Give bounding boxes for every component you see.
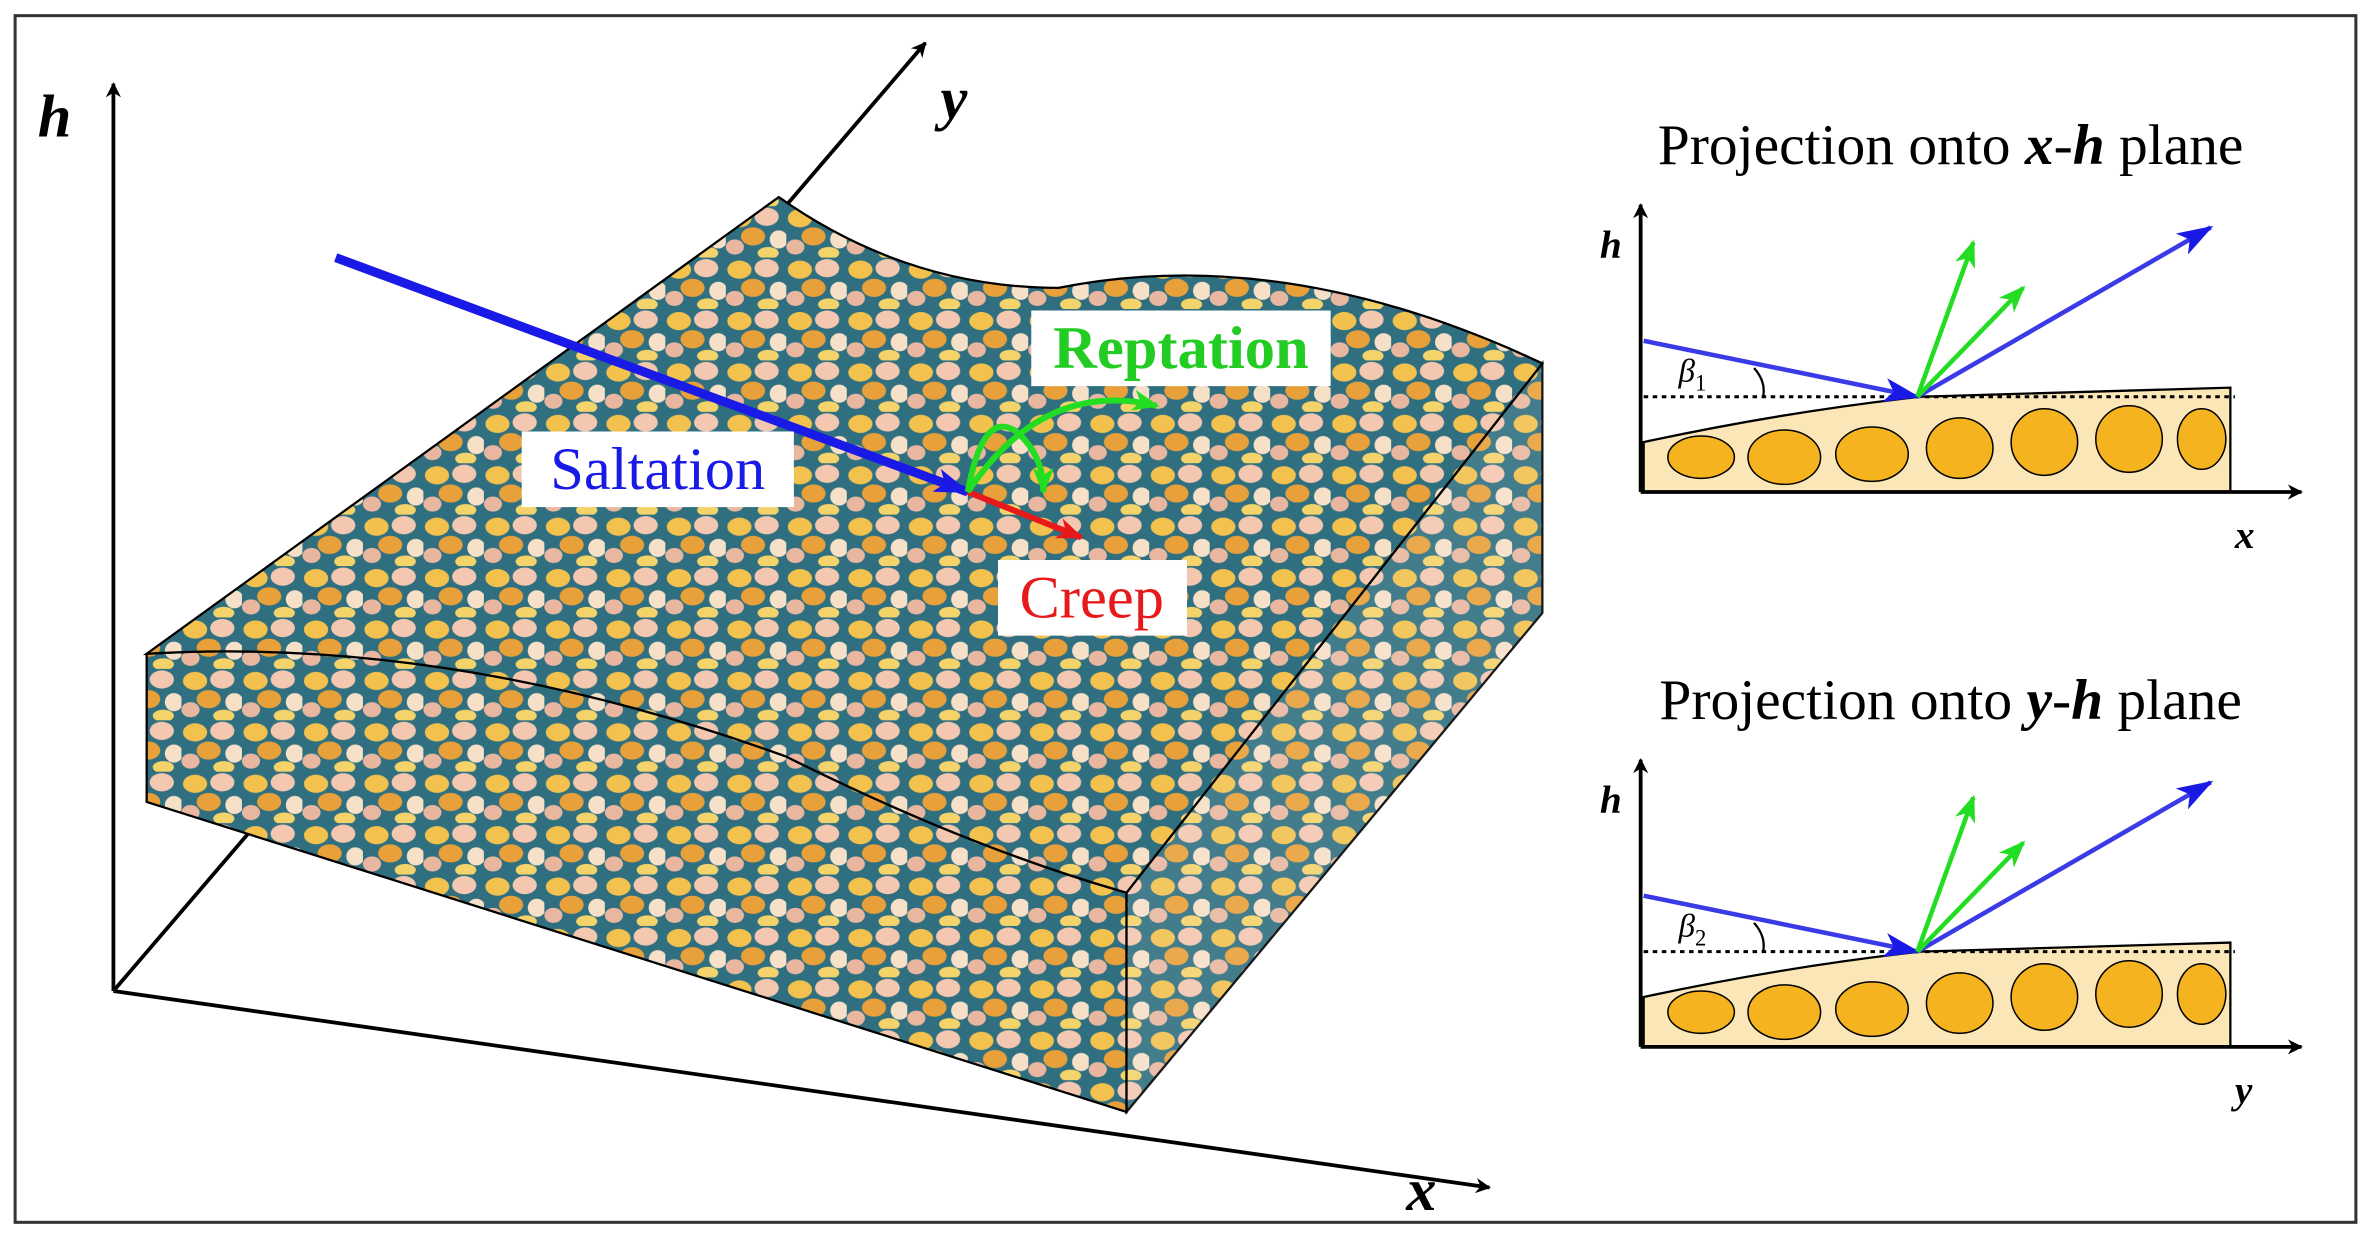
creep-label: Creep [1020,564,1164,631]
angle-arc [1753,367,1765,397]
ejected-arrow [1915,840,2026,954]
axis-label-h: h [1600,778,1622,822]
reptation-arrow [965,389,1160,494]
sand-slab [142,195,1545,1116]
angle-label: β1 [1677,353,1706,396]
saltation-arrow [334,253,971,497]
angle-arc [1753,922,1765,952]
ejected-arrow [1915,239,1976,398]
outgoing-arrow [1916,225,2214,399]
incoming-arrow [1643,338,1921,402]
panel-title: Projection onto x-h plane [1658,114,2244,177]
label-box [1031,310,1331,387]
creep-arrow [966,489,1084,541]
axis-label-horizontal: x [2234,513,2255,557]
axis-label-horizontal: y [2231,1068,2253,1112]
label-box [521,431,794,508]
axis-label-h: h [1600,223,1622,267]
axis-label-h: h [38,84,72,151]
axis-label-y: y [934,65,969,132]
label-box [997,560,1188,636]
projection-panel: Projection onto x-h plane h x β1 [1600,114,2303,557]
incoming-arrow [1643,893,1921,957]
frame [13,14,2358,1224]
angle-label: β2 [1677,908,1706,951]
projection-panel: Projection onto y-h plane h y β2 [1600,669,2303,1112]
ejected-arrow [1915,794,1976,953]
axis-label-x: x [1405,1157,1436,1224]
ejected-arrow [1915,285,2026,399]
reptation-label: Reptation [1053,315,1308,382]
panel-title: Projection onto y-h plane [1659,669,2241,732]
saltation-label: Saltation [550,436,765,503]
reptation-arrow [964,423,1054,495]
outgoing-arrow [1916,780,2214,954]
